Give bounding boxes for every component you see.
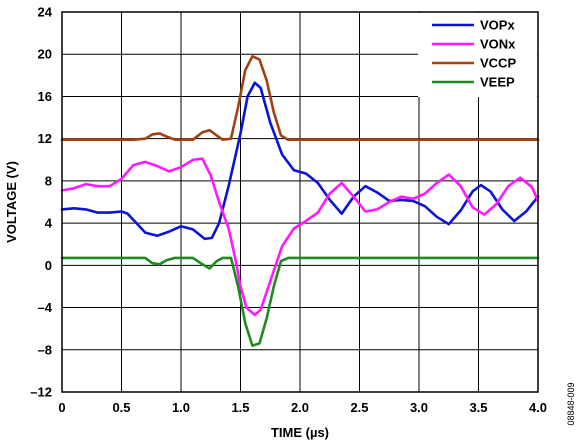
plot-frame [61, 11, 539, 393]
series-line-vopx [60, 81, 540, 241]
x-tick-label: 0.5 [112, 400, 130, 415]
x-tick-label: 1.5 [231, 400, 249, 415]
y-tick-label: 16 [38, 89, 52, 104]
x-tick-label: 1.0 [172, 400, 190, 415]
y-tick-label: 8 [45, 173, 52, 188]
y-tick-label: 24 [38, 5, 53, 20]
x-tick-label: 3.0 [410, 400, 428, 415]
y-axis-label: VOLTAGE (V) [4, 161, 19, 243]
series-line-veep [60, 256, 540, 347]
legend: VOPx VONx VCCP VEEP [418, 13, 537, 97]
x-tick-label: 2.5 [350, 400, 368, 415]
legend-label: VCCP [480, 56, 516, 71]
legend-label: VEEP [480, 75, 515, 90]
legend-label: VONx [480, 37, 516, 52]
y-tick-label: 20 [38, 47, 52, 62]
grid-lines [62, 12, 538, 392]
y-tick-label: 12 [38, 131, 52, 146]
figure-code: 08848-009 [566, 382, 576, 425]
x-tick-label: 2.0 [291, 400, 309, 415]
x-tick-label: 0 [58, 400, 65, 415]
x-tick-label: 3.5 [469, 400, 487, 415]
y-axis-ticks: –12 –8 –4 0 4 8 12 16 20 24 [30, 5, 52, 400]
series-line-vonx [60, 157, 540, 317]
legend-label: VOPx [480, 18, 515, 33]
x-axis-label: TIME (µs) [271, 425, 329, 440]
series-line-vccp [60, 55, 540, 141]
series-lines [60, 55, 540, 347]
y-tick-label: 4 [45, 216, 53, 231]
x-axis-ticks: 0 0.5 1.0 1.5 2.0 2.5 3.0 3.5 4.0 [58, 400, 547, 415]
y-tick-label: –4 [38, 300, 53, 315]
y-tick-label: –8 [38, 342, 52, 357]
y-tick-label: –12 [30, 385, 52, 400]
y-tick-label: 0 [45, 258, 52, 273]
x-tick-label: 4.0 [529, 400, 547, 415]
